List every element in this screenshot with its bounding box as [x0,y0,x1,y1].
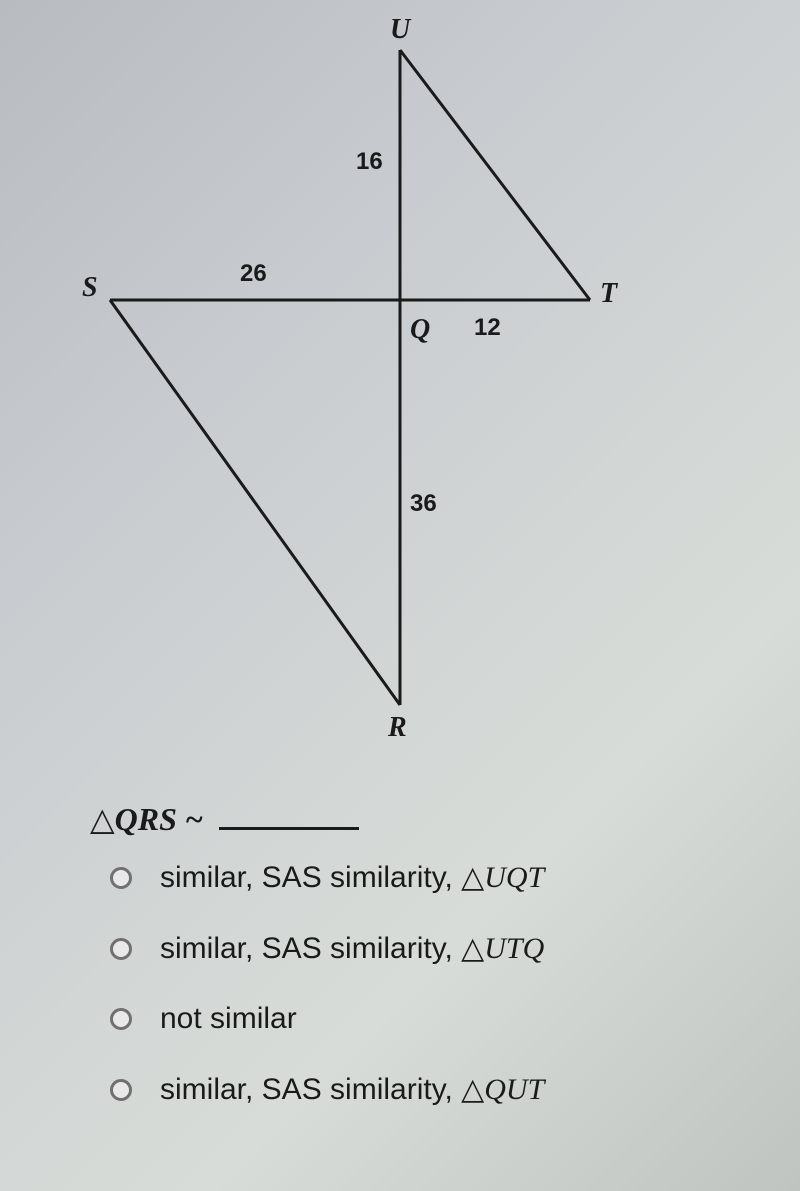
option-text-b: similar, SAS similarity, △UTQ [160,931,544,966]
vertex-label-s: S [82,272,98,304]
radio-d[interactable] [110,1079,132,1101]
vertex-label-u: U [390,14,410,46]
option-text-d: similar, SAS similarity, △QUT [160,1072,544,1107]
side-label-qt: 12 [474,314,501,342]
radio-b[interactable] [110,938,132,960]
side-label-sq: 26 [240,260,267,288]
option-triangle-b: △UTQ [461,932,544,965]
answer-blank [219,827,359,830]
option-a[interactable]: similar, SAS similarity, △UQT [110,860,750,895]
question-stem: △QRS ~ [90,800,359,838]
vertex-label-t: T [600,278,617,310]
option-text-a: similar, SAS similarity, △UQT [160,860,544,895]
option-b[interactable]: similar, SAS similarity, △UTQ [110,931,750,966]
option-text-c: not similar [160,1002,297,1036]
side-label-uq: 16 [356,148,383,176]
vertex-label-q: Q [410,314,430,346]
triangle-figure [80,20,700,740]
similarity-tilde: ~ [185,801,203,837]
side-label-qr: 36 [410,490,437,518]
option-c[interactable]: not similar [110,1002,750,1036]
option-triangle-d: △QUT [461,1073,544,1106]
radio-c[interactable] [110,1008,132,1030]
radio-a[interactable] [110,867,132,889]
option-d[interactable]: similar, SAS similarity, △QUT [110,1072,750,1107]
triangle-symbol: △ [90,801,115,837]
geometry-diagram: USTQR16261236 [80,20,700,740]
answer-options: similar, SAS similarity, △UQT similar, SA… [110,860,750,1143]
vertex-label-r: R [388,712,407,744]
triangle-qrs-label: QRS [115,801,177,837]
option-triangle-a: △UQT [461,861,544,894]
